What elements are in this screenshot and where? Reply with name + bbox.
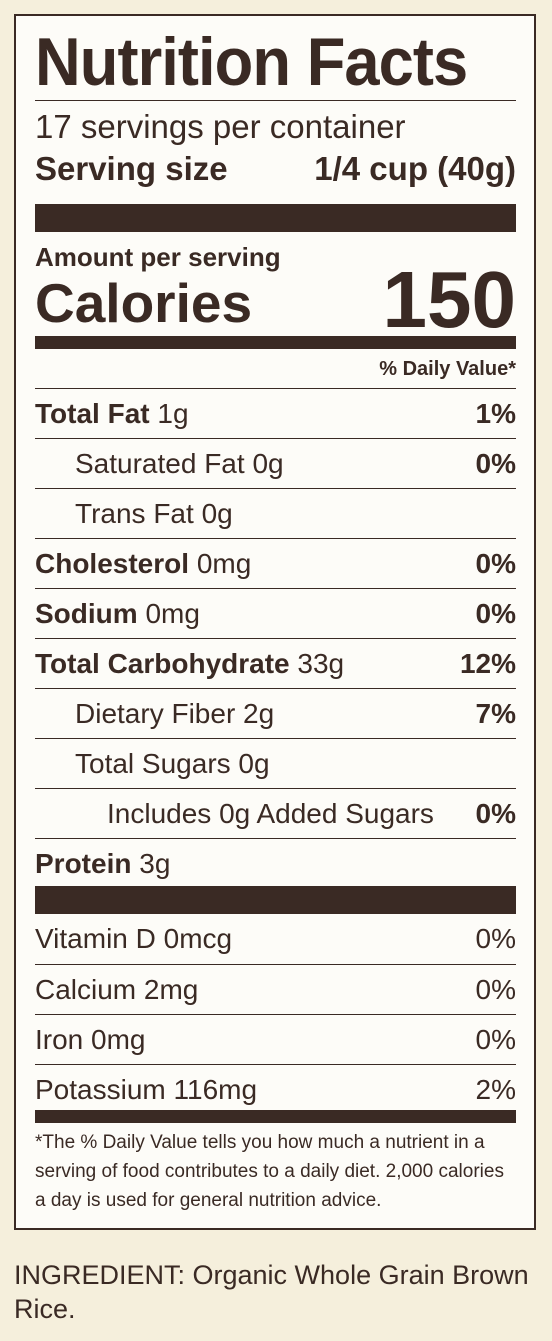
nutrient-dv: 12% <box>459 647 516 679</box>
nutrient-amount: 3g <box>139 847 171 879</box>
serving-size-label: Serving size <box>35 150 228 187</box>
nutrient-name: Sodium <box>35 597 138 629</box>
nutrient-name: Protein <box>35 847 132 879</box>
vitamin-row-iron: Iron 0mg 0% <box>35 1014 516 1064</box>
vitamin-dv: 0% <box>475 973 516 1005</box>
nutrient-amount: 33g <box>297 647 345 679</box>
ingredient-statement: INGREDIENT: Organic Whole Grain Brown Ri… <box>14 1260 529 1324</box>
medium-divider <box>35 336 516 349</box>
calories-label: Calories <box>35 272 253 334</box>
nutrient-name: Total Carbohydrate <box>35 647 290 679</box>
vitamin-dv: 0% <box>475 922 516 954</box>
nutrient-name: Total Sugars <box>75 747 231 779</box>
nutrient-row-total-carbohydrate: Total Carbohydrate 33g 12% <box>35 638 516 688</box>
nutrient-row-total-sugars: Total Sugars 0g <box>35 738 516 788</box>
vitamin-name: Potassium 116mg <box>35 1073 258 1105</box>
nutrient-name: Trans Fat <box>75 497 194 529</box>
nutrient-name: Saturated Fat <box>75 447 245 479</box>
nutrient-dv: 7% <box>475 697 516 729</box>
amount-per-serving: Amount per serving <box>35 242 281 272</box>
serving-size-row: Serving size 1/4 cup (40g) <box>35 150 516 188</box>
nutrient-dv: 0% <box>475 547 516 579</box>
nutrient-row-saturated-fat: Saturated Fat 0g 0% <box>35 438 516 488</box>
vitamin-dv: 0% <box>475 1023 516 1055</box>
nutrient-row-dietary-fiber: Dietary Fiber 2g 7% <box>35 688 516 738</box>
divider <box>35 100 516 101</box>
nutrient-name: Total Fat <box>35 397 150 429</box>
nutrient-row-sodium: Sodium 0mg 0% <box>35 588 516 638</box>
vitamin-row-calcium: Calcium 2mg 0% <box>35 964 516 1014</box>
nutrient-row-cholesterol: Cholesterol 0mg 0% <box>35 538 516 588</box>
nutrient-dv: 0% <box>475 797 516 829</box>
nutrient-name: Dietary Fiber <box>75 697 236 729</box>
nutrient-amount: 0mg <box>145 597 200 629</box>
thick-divider <box>35 886 516 914</box>
nutrient-name: Cholesterol <box>35 547 190 579</box>
serving-size-value: 1/4 cup (40g) <box>314 150 516 187</box>
nutrient-amount: 1g <box>157 397 189 429</box>
nutrient-dv: 1% <box>475 397 516 429</box>
nutrient-name: Includes 0g Added Sugars <box>107 797 434 829</box>
nutrient-row-trans-fat: Trans Fat 0g <box>35 488 516 538</box>
nutrient-dv: 0% <box>475 597 516 629</box>
nutrient-amount: 0g <box>252 447 284 479</box>
vitamin-row-vitamin-d: Vitamin D 0mcg 0% <box>35 914 516 963</box>
calories-value: 150 <box>382 255 516 344</box>
nutrient-amount: 0g <box>238 747 270 779</box>
vitamin-dv: 2% <box>475 1073 516 1105</box>
daily-value-header: % Daily Value* <box>379 358 516 380</box>
vitamin-name: Iron 0mg <box>35 1023 146 1055</box>
nutrient-amount: 0mg <box>196 547 252 579</box>
nutrient-row-total-fat: Total Fat 1g 1% <box>35 388 516 438</box>
nutrient-amount: 2g <box>243 697 275 729</box>
label-title: Nutrition Facts <box>35 24 468 100</box>
nutrient-row-protein: Protein 3g <box>35 838 516 888</box>
servings-per-container: 17 servings per container <box>35 108 406 145</box>
medium-divider <box>35 1110 516 1123</box>
vitamin-row-potassium: Potassium 116mg 2% <box>35 1064 516 1114</box>
nutrition-facts-label: Nutrition Facts 17 servings per containe… <box>14 14 536 1230</box>
thick-divider <box>35 204 516 232</box>
nutrient-dv: 0% <box>475 447 516 479</box>
daily-value-footnote: *The % Daily Value tells you how much a … <box>35 1132 504 1211</box>
nutrient-row-added-sugars: Includes 0g Added Sugars 0% <box>35 788 516 838</box>
vitamin-name: Vitamin D 0mcg <box>35 922 233 954</box>
nutrient-amount: 0g <box>201 497 233 529</box>
vitamin-name: Calcium 2mg <box>35 973 199 1005</box>
